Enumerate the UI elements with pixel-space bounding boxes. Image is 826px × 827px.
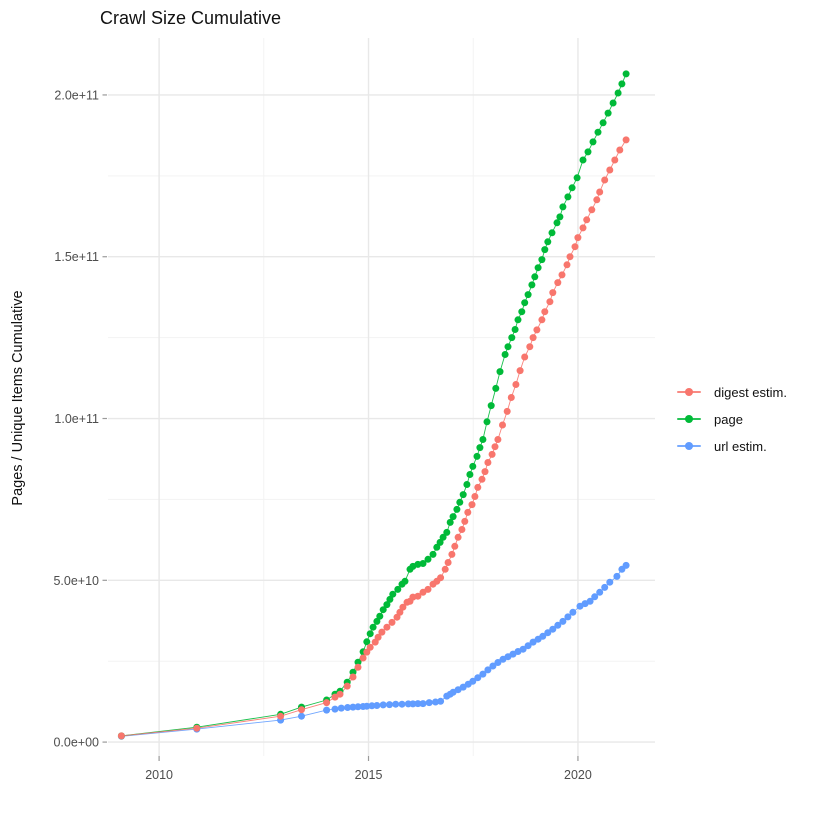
legend-key-page-icon xyxy=(676,410,702,428)
svg-text:2015: 2015 xyxy=(355,768,383,782)
legend-item-label: digest estim. xyxy=(714,384,787,400)
svg-text:1.0e+11: 1.0e+11 xyxy=(54,412,99,426)
legend-key-url-icon xyxy=(676,437,702,455)
svg-text:1.5e+11: 1.5e+11 xyxy=(54,250,99,264)
chart-title: Crawl Size Cumulative xyxy=(100,8,282,28)
svg-text:2010: 2010 xyxy=(145,768,173,782)
legend-item-page: page xyxy=(676,410,787,428)
svg-text:5.0e+10: 5.0e+10 xyxy=(53,574,99,588)
legend-item-label: page xyxy=(714,411,743,427)
legend-item-digest-estim: digest estim. xyxy=(676,383,787,401)
svg-text:2020: 2020 xyxy=(564,768,592,782)
svg-text:0.0e+00: 0.0e+00 xyxy=(53,736,99,750)
legend-key-digest-icon xyxy=(676,383,702,401)
legend-item-url-estim: url estim. xyxy=(676,437,787,455)
legend: digest estim. page url estim. xyxy=(676,383,787,455)
legend-item-label: url estim. xyxy=(714,438,767,454)
svg-text:2.0e+11: 2.0e+11 xyxy=(54,88,99,102)
